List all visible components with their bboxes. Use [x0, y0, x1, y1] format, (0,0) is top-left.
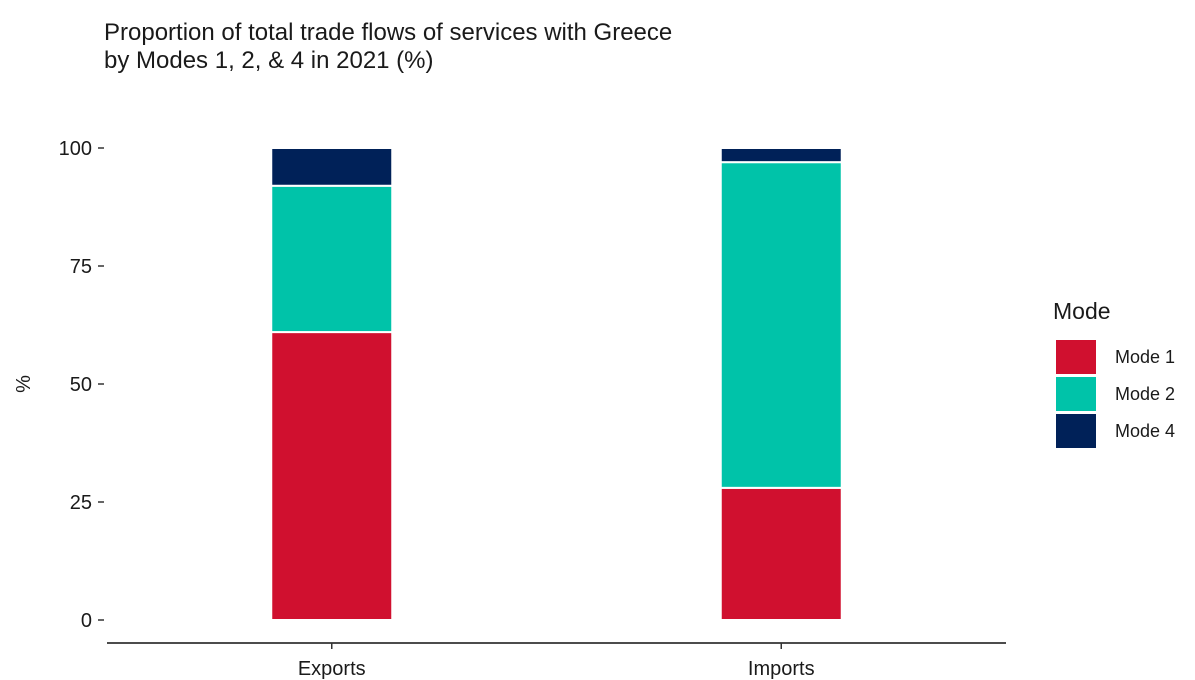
legend-swatch — [1054, 375, 1098, 413]
chart-title-line-2: by Modes 1, 2, & 4 in 2021 (%) — [104, 47, 434, 74]
legend-swatch — [1054, 412, 1098, 450]
chart-title: Proportion of total trade flows of servi… — [104, 19, 672, 74]
y-axis-label: % — [13, 375, 35, 393]
legend-label: Mode 1 — [1115, 347, 1175, 367]
legend-label: Mode 2 — [1115, 384, 1175, 404]
x-tick-label-exports: Exports — [298, 658, 366, 680]
bar-segment-exports-mode-2 — [270, 184, 394, 334]
chart-title-line-1: Proportion of total trade flows of servi… — [104, 19, 672, 46]
x-axis: Exports Imports — [107, 642, 1006, 680]
bar-segment-exports-mode-4 — [270, 147, 394, 187]
bar-segment-imports-mode-4 — [719, 147, 843, 164]
y-tick-label: 100 — [59, 138, 92, 160]
x-tick-label-imports: Imports — [748, 658, 815, 680]
bar-segment-exports-mode-1 — [270, 331, 394, 621]
bars — [270, 147, 843, 621]
y-tick-label: 0 — [81, 610, 92, 632]
legend: Mode Mode 1 Mode 2 Mode 4 — [1053, 298, 1175, 450]
legend-label: Mode 4 — [1115, 421, 1175, 441]
y-tick-label: 50 — [70, 374, 92, 396]
bar-segment-imports-mode-1 — [719, 486, 843, 621]
y-axis: 0 25 50 75 100 — [59, 138, 104, 632]
bar-segment-imports-mode-2 — [719, 161, 843, 489]
y-tick-label: 25 — [70, 492, 92, 514]
y-tick-label: 75 — [70, 256, 92, 278]
legend-title: Mode — [1053, 298, 1111, 324]
legend-swatch — [1054, 338, 1098, 376]
